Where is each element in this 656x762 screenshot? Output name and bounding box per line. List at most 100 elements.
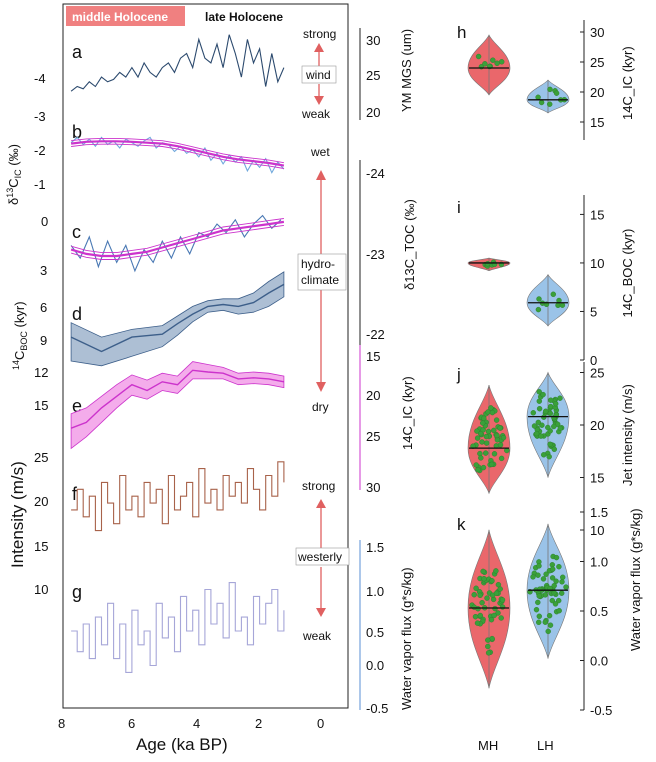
intensity-axis-label: Intensity (m/s) xyxy=(8,461,27,568)
panel-d-uncertainty-band xyxy=(70,271,285,367)
panel-i-point-MH-5 xyxy=(484,261,491,267)
panel-k-point-MH-38 xyxy=(497,586,503,592)
panel-k-point-MH-18 xyxy=(480,568,486,575)
panel-j-tick-3: 10 xyxy=(590,523,604,538)
right-axis-c14ic: 15 20 25 30 xyxy=(359,345,380,495)
panel-label-h: h xyxy=(457,23,466,42)
panel-g-flux-line xyxy=(71,582,285,673)
panel-j-point-LH-40 xyxy=(540,391,546,398)
panel-j-point-MH-24 xyxy=(493,417,500,423)
panel-k-point-LH-45 xyxy=(540,576,547,582)
hydro-arrowhead-down xyxy=(316,382,326,392)
panel-k-point-LH-39 xyxy=(542,619,548,625)
panel-a-series xyxy=(70,34,285,92)
d13ctoc-tick-2: -22 xyxy=(366,327,385,342)
panel-j-tick-0: 25 xyxy=(590,366,604,381)
panel-j-box: j 25 20 15 10 Jet intensity (m/s) xyxy=(456,362,635,538)
panel-j-point-MH-43 xyxy=(494,432,500,439)
panel-k-point-MH-32 xyxy=(472,614,479,620)
panel-j-point-LH-51 xyxy=(545,424,551,431)
panel-i-tick-1: 10 xyxy=(590,256,604,271)
panel-j-point-MH-7 xyxy=(498,455,505,462)
panel-j-point-LH-20 xyxy=(535,419,541,426)
panel-k-box: k 1.5 1.0 0.5 0.0 -0.5 Water vapor flux (g*s/k… xyxy=(457,505,643,718)
panel-h-point-LH-6 xyxy=(547,101,553,107)
panel-i-point-LH-4 xyxy=(535,306,542,313)
panel-k-point-MH-21 xyxy=(477,612,483,619)
panel-k-point-LH-50 xyxy=(553,578,559,584)
hydro-wet-label: wet xyxy=(310,145,330,159)
panel-k-point-MH-49 xyxy=(477,592,483,598)
c14ic-tick-3: 30 xyxy=(366,480,380,495)
panel-b-raw-line xyxy=(70,136,285,174)
c14boc-tick-2: 9 xyxy=(40,333,47,348)
wind-arrowhead-up xyxy=(314,43,324,52)
panel-k-point-MH-45 xyxy=(471,592,477,598)
panel-h-point-LH-3 xyxy=(538,99,545,106)
panel-i-tick-0: 15 xyxy=(590,207,604,222)
panel-k-point-MH-34 xyxy=(485,643,491,650)
panel-h-ylabel: 14C_IC (kyr) xyxy=(620,46,635,120)
intensity-tick-1: 20 xyxy=(34,494,48,509)
wind-arrowhead-down xyxy=(314,96,324,105)
wind-weak-label: weak xyxy=(301,107,331,121)
panel-c-smooth-upper xyxy=(70,218,284,254)
panel-label-b: b xyxy=(72,122,82,142)
panel-h-tick-1: 25 xyxy=(590,55,604,70)
panel-f-jet-line xyxy=(71,461,285,532)
c14boc-tick-0: 3 xyxy=(40,263,47,278)
panel-j-point-MH-40 xyxy=(481,415,487,421)
panel-k-point-LH-54 xyxy=(551,590,557,596)
panel-k-tick-2: 0.5 xyxy=(590,604,608,619)
panel-j-point-LH-25 xyxy=(548,403,554,410)
panel-label-i: i xyxy=(457,198,461,217)
panel-j-tick-1: 20 xyxy=(590,418,604,433)
panel-j-point-LH-6 xyxy=(530,410,536,416)
panel-j-point-LH-54 xyxy=(533,430,540,437)
panel-d-series xyxy=(70,271,285,367)
vapor-tick-2: 0.5 xyxy=(366,625,384,640)
panel-j-point-LH-44 xyxy=(546,454,552,460)
x-tick-0: 0 xyxy=(317,716,324,731)
right-axis-mgs: 30 25 20 YM MGS (um) xyxy=(359,28,414,120)
panel-k-point-LH-36 xyxy=(551,583,557,589)
left-plot-frame xyxy=(62,3,349,709)
panel-k-point-MH-40 xyxy=(471,604,477,610)
panel-i-tick-2: 5 xyxy=(590,304,597,319)
vapor-axis-label-left: Water vapor flux (g*s/kg) xyxy=(399,567,414,710)
vapor-tick-4: -0.5 xyxy=(366,701,388,716)
panel-j-point-MH-52 xyxy=(478,455,484,461)
panel-j-tick-2: 15 xyxy=(590,471,604,486)
panel-j-point-LH-33 xyxy=(557,425,563,431)
d13c-tick-2: -2 xyxy=(34,143,46,158)
d13c-tick-0: -4 xyxy=(34,71,46,86)
panel-k-point-LH-27 xyxy=(535,599,541,606)
wind-label-box xyxy=(301,65,337,84)
panel-label-e: e xyxy=(72,396,82,416)
mgs-tick-2: 20 xyxy=(366,105,380,120)
panel-k-point-LH-44 xyxy=(559,590,565,596)
d13ctoc-axis-label: δ13C_TOC (‰) xyxy=(402,199,417,290)
panel-h-point-MH-6 xyxy=(499,59,505,65)
panel-k-point-LH-7 xyxy=(560,574,566,580)
panel-h-box: h 30 25 20 15 14C_IC (kyr) xyxy=(457,20,635,140)
vapor-tick-3: 0.0 xyxy=(366,658,384,673)
panel-b-series xyxy=(70,136,285,174)
panel-j-point-MH-19 xyxy=(483,450,489,456)
panel-j-point-MH-14 xyxy=(474,435,481,441)
panel-i-point-LH-7 xyxy=(559,302,566,308)
panel-h-point-MH-3 xyxy=(490,57,496,63)
panel-j-point-LH-50 xyxy=(543,408,549,414)
panel-j-point-MH-22 xyxy=(478,430,484,437)
panel-k-point-MH-5 xyxy=(495,610,501,616)
panel-j-point-MH-48 xyxy=(480,464,487,471)
westerly-weak-label: weak xyxy=(302,629,332,643)
panel-j-point-LH-4 xyxy=(557,395,563,401)
d13ctoc-tick-0: -24 xyxy=(366,166,385,181)
panel-j-point-MH-28 xyxy=(491,451,498,457)
panel-j-point-LH-38 xyxy=(536,389,542,395)
panel-j-point-MH-13 xyxy=(474,428,480,434)
panel-j-point-LH-31 xyxy=(551,423,557,430)
panel-k-point-LH-41 xyxy=(550,566,556,572)
